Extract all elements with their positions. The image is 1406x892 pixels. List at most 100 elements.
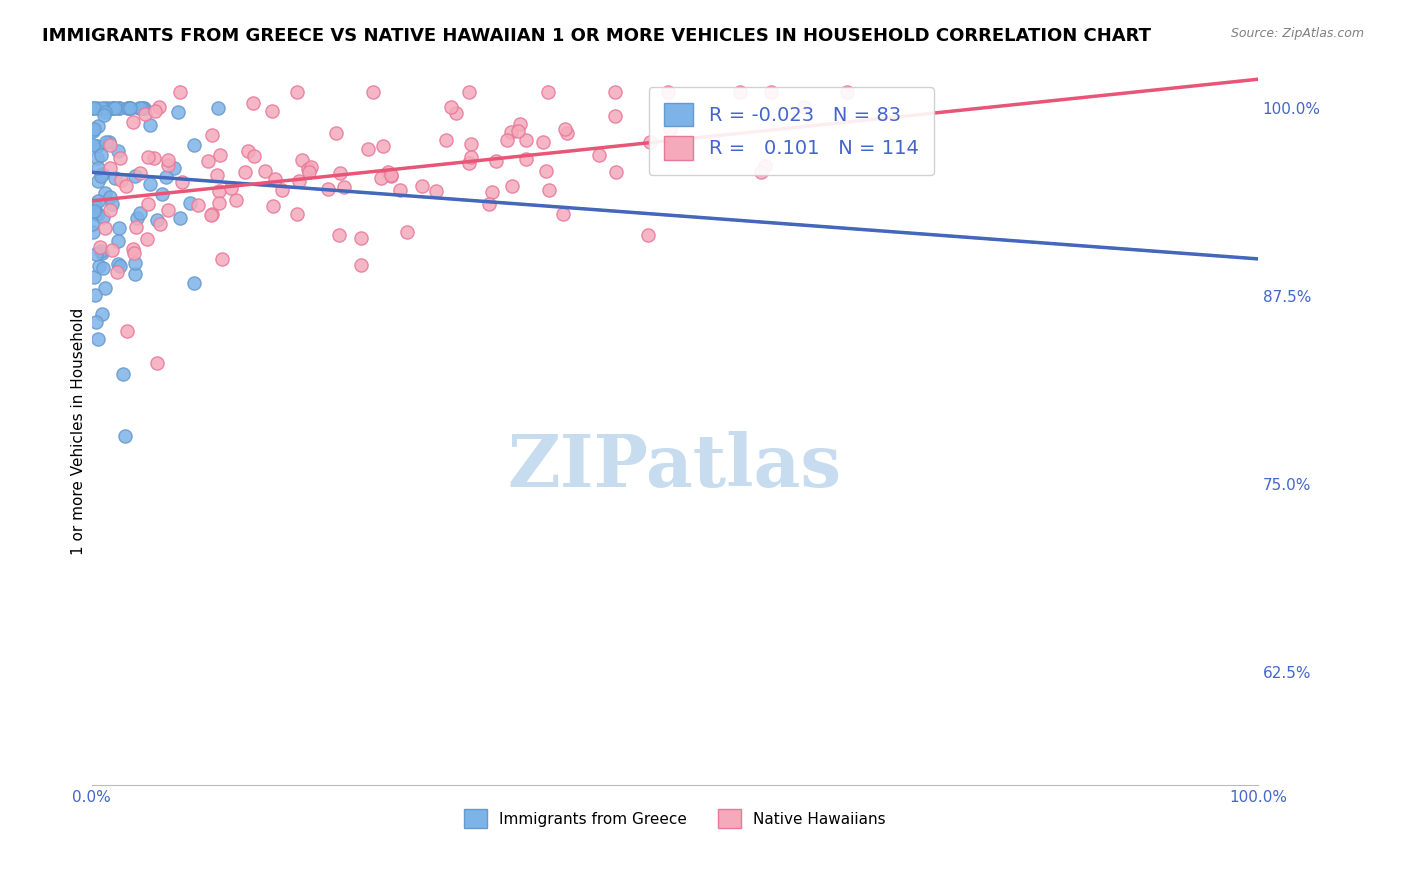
Native Hawaiians: [98, 138, 121, 153]
Immigrants from Greece: [82, 137, 104, 152]
Immigrants from Greece: [83, 204, 105, 219]
Native Hawaiians: [329, 166, 352, 180]
Immigrants from Greece: [146, 212, 169, 227]
Immigrants from Greece: [91, 260, 114, 275]
Immigrants from Greece: [179, 196, 201, 211]
Native Hawaiians: [197, 153, 219, 168]
Native Hawaiians: [425, 184, 447, 198]
Native Hawaiians: [262, 199, 284, 213]
Native Hawaiians: [134, 107, 156, 121]
Native Hawaiians: [136, 232, 159, 246]
Native Hawaiians: [515, 152, 537, 166]
Immigrants from Greece: [100, 197, 122, 211]
Immigrants from Greece: [91, 210, 114, 224]
Immigrants from Greece: [129, 205, 152, 219]
Native Hawaiians: [501, 178, 523, 193]
Immigrants from Greece: [183, 138, 205, 153]
Native Hawaiians: [605, 164, 627, 178]
Immigrants from Greece: [110, 259, 132, 273]
Immigrants from Greece: [98, 189, 121, 203]
Native Hawaiians: [478, 197, 501, 211]
Native Hawaiians: [156, 202, 179, 217]
Native Hawaiians: [440, 100, 463, 114]
Native Hawaiians: [603, 86, 626, 100]
Immigrants from Greece: [139, 118, 162, 132]
Immigrants from Greece: [84, 315, 107, 329]
Native Hawaiians: [509, 118, 531, 132]
Immigrants from Greece: [97, 135, 120, 149]
Native Hawaiians: [499, 124, 522, 138]
Native Hawaiians: [761, 86, 783, 100]
Immigrants from Greece: [114, 429, 136, 443]
Immigrants from Greece: [83, 121, 105, 136]
Immigrants from Greece: [91, 308, 114, 322]
Immigrants from Greece: [125, 211, 148, 226]
Native Hawaiians: [754, 159, 776, 173]
Immigrants from Greece: [124, 256, 146, 270]
Native Hawaiians: [128, 166, 150, 180]
Immigrants from Greece: [183, 277, 205, 291]
Native Hawaiians: [537, 182, 560, 196]
Native Hawaiians: [749, 164, 772, 178]
Native Hawaiians: [371, 139, 394, 153]
Native Hawaiians: [537, 86, 560, 100]
Native Hawaiians: [110, 172, 132, 186]
Native Hawaiians: [297, 161, 319, 176]
Native Hawaiians: [211, 252, 233, 266]
Native Hawaiians: [356, 142, 378, 156]
Native Hawaiians: [208, 148, 231, 162]
Immigrants from Greece: [83, 101, 105, 115]
Native Hawaiians: [411, 178, 433, 193]
Native Hawaiians: [225, 193, 247, 207]
Immigrants from Greece: [169, 211, 191, 225]
Native Hawaiians: [380, 168, 402, 182]
Immigrants from Greece: [93, 281, 115, 295]
Native Hawaiians: [200, 208, 222, 222]
Text: IMMIGRANTS FROM GREECE VS NATIVE HAWAIIAN 1 OR MORE VEHICLES IN HOUSEHOLD CORREL: IMMIGRANTS FROM GREECE VS NATIVE HAWAIIA…: [42, 27, 1152, 45]
Native Hawaiians: [170, 175, 193, 189]
Native Hawaiians: [201, 207, 224, 221]
Immigrants from Greece: [129, 101, 152, 115]
Native Hawaiians: [380, 169, 402, 184]
Immigrants from Greece: [167, 105, 190, 120]
Immigrants from Greece: [82, 225, 104, 239]
Immigrants from Greece: [89, 147, 111, 161]
Native Hawaiians: [793, 100, 815, 114]
Immigrants from Greece: [82, 101, 104, 115]
Native Hawaiians: [446, 106, 468, 120]
Native Hawaiians: [288, 174, 311, 188]
Native Hawaiians: [350, 258, 373, 272]
Immigrants from Greece: [84, 207, 107, 221]
Native Hawaiians: [496, 133, 519, 147]
Native Hawaiians: [264, 171, 287, 186]
Native Hawaiians: [325, 126, 347, 140]
Immigrants from Greece: [90, 167, 112, 181]
Immigrants from Greece: [128, 101, 150, 115]
Immigrants from Greece: [87, 194, 110, 208]
Immigrants from Greece: [97, 101, 120, 115]
Immigrants from Greece: [103, 101, 125, 115]
Immigrants from Greece: [150, 186, 173, 201]
Native Hawaiians: [534, 163, 557, 178]
Native Hawaiians: [121, 242, 143, 256]
Immigrants from Greece: [83, 199, 105, 213]
Native Hawaiians: [457, 86, 479, 100]
Immigrants from Greece: [82, 124, 104, 138]
Immigrants from Greece: [124, 267, 146, 281]
Native Hawaiians: [201, 128, 224, 142]
Native Hawaiians: [370, 170, 392, 185]
Native Hawaiians: [285, 86, 308, 100]
Native Hawaiians: [98, 202, 121, 217]
Native Hawaiians: [125, 219, 148, 234]
Native Hawaiians: [637, 227, 659, 242]
Immigrants from Greece: [132, 101, 155, 115]
Immigrants from Greece: [139, 178, 162, 192]
Native Hawaiians: [395, 225, 418, 239]
Immigrants from Greece: [90, 169, 112, 184]
Immigrants from Greece: [84, 288, 107, 302]
Native Hawaiians: [143, 104, 166, 119]
Immigrants from Greece: [117, 101, 139, 115]
Native Hawaiians: [506, 123, 529, 137]
Immigrants from Greece: [87, 120, 110, 134]
Immigrants from Greece: [94, 136, 117, 150]
